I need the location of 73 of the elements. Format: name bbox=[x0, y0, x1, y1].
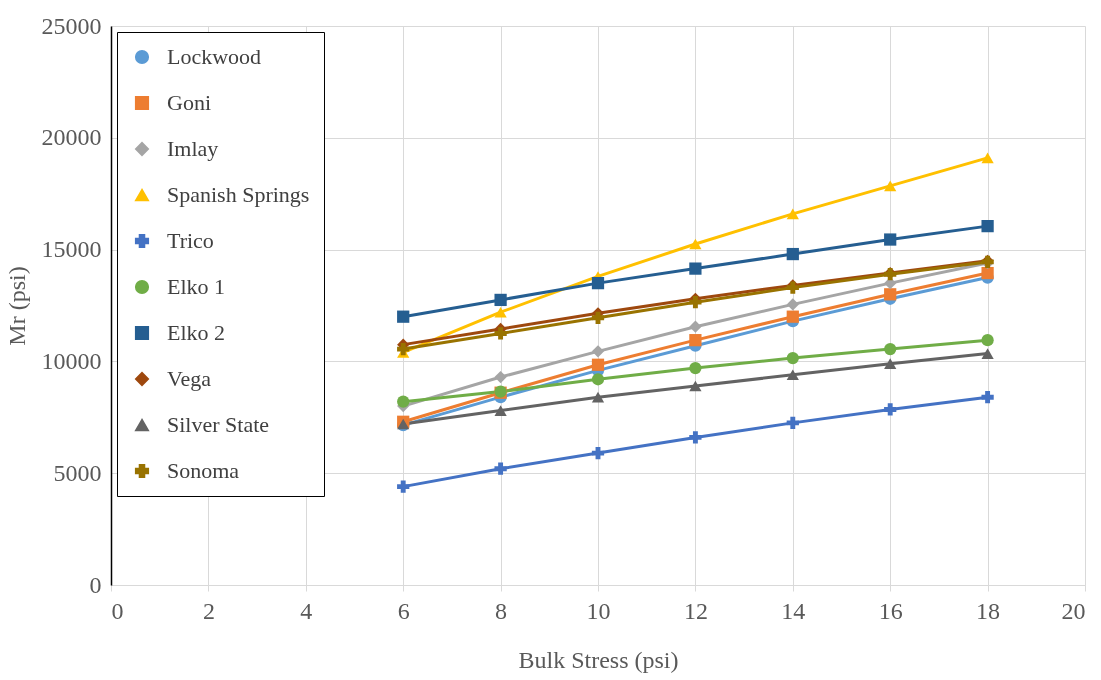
point bbox=[591, 373, 605, 386]
x-tick-label: 10 bbox=[586, 597, 611, 624]
y-axis-title: Mr (psi) bbox=[3, 266, 30, 346]
x-tick-label: 12 bbox=[683, 597, 708, 624]
point bbox=[591, 345, 605, 358]
point bbox=[786, 310, 799, 323]
point bbox=[397, 480, 410, 493]
point bbox=[981, 348, 994, 359]
point bbox=[591, 277, 605, 290]
point bbox=[689, 431, 702, 444]
legend-label: Imlay bbox=[167, 136, 219, 161]
legend-label: Spanish Springs bbox=[167, 182, 310, 207]
x-tick-label: 2 bbox=[202, 597, 215, 624]
point bbox=[786, 208, 799, 220]
point bbox=[981, 152, 994, 164]
point bbox=[786, 298, 799, 311]
point bbox=[689, 334, 702, 347]
x-tick-label: 6 bbox=[397, 597, 410, 624]
point bbox=[981, 334, 994, 347]
x-tick-label: 16 bbox=[878, 597, 903, 624]
legend-label: Elko 1 bbox=[167, 274, 226, 299]
point bbox=[884, 403, 897, 416]
y-tick-label: 15000 bbox=[41, 236, 102, 263]
x-tick-label: 8 bbox=[495, 597, 508, 624]
point bbox=[689, 380, 702, 392]
point bbox=[786, 416, 799, 430]
point bbox=[884, 288, 897, 301]
y-tick-label: 25000 bbox=[41, 12, 102, 39]
point bbox=[981, 266, 994, 280]
point bbox=[786, 247, 799, 261]
legend-label: Goni bbox=[167, 90, 211, 115]
y-tick-label: 10000 bbox=[41, 347, 102, 374]
x-tick-label: 20 bbox=[1061, 597, 1086, 624]
point bbox=[786, 351, 799, 365]
x-tick-label: 4 bbox=[300, 597, 313, 624]
x-tick-label: 18 bbox=[976, 597, 1001, 624]
point bbox=[884, 342, 897, 356]
legend-label: Silver State bbox=[167, 412, 270, 437]
legend-label: Sonoma bbox=[167, 458, 240, 483]
point bbox=[397, 342, 410, 356]
legend-label: Elko 2 bbox=[167, 320, 226, 345]
point bbox=[981, 220, 994, 233]
point bbox=[884, 233, 897, 246]
point bbox=[689, 296, 702, 309]
x-axis-title: Bulk Stress (psi) bbox=[518, 646, 679, 673]
legend-label: Trico bbox=[167, 228, 214, 253]
point bbox=[397, 395, 410, 408]
point bbox=[494, 293, 507, 307]
point bbox=[494, 327, 507, 340]
point bbox=[591, 358, 605, 371]
x-tick-label: 0 bbox=[111, 597, 124, 624]
point bbox=[689, 262, 702, 275]
y-tick-label: 5000 bbox=[53, 459, 102, 486]
y-tick-label: 0 bbox=[89, 571, 102, 598]
point bbox=[689, 362, 702, 375]
point bbox=[494, 462, 507, 475]
point bbox=[494, 306, 507, 318]
point bbox=[591, 446, 605, 460]
point bbox=[591, 311, 605, 324]
point bbox=[494, 370, 507, 384]
x-tick-label: 14 bbox=[781, 597, 806, 624]
point bbox=[689, 238, 702, 250]
legend-label: Vega bbox=[167, 366, 212, 391]
point bbox=[591, 391, 605, 403]
point bbox=[884, 180, 897, 192]
point bbox=[689, 320, 702, 333]
point bbox=[494, 405, 507, 416]
legend-label: Lockwood bbox=[167, 44, 262, 69]
point bbox=[981, 391, 994, 404]
point bbox=[786, 369, 799, 381]
point bbox=[397, 310, 410, 323]
point bbox=[884, 358, 897, 369]
y-tick-label: 20000 bbox=[41, 124, 102, 151]
